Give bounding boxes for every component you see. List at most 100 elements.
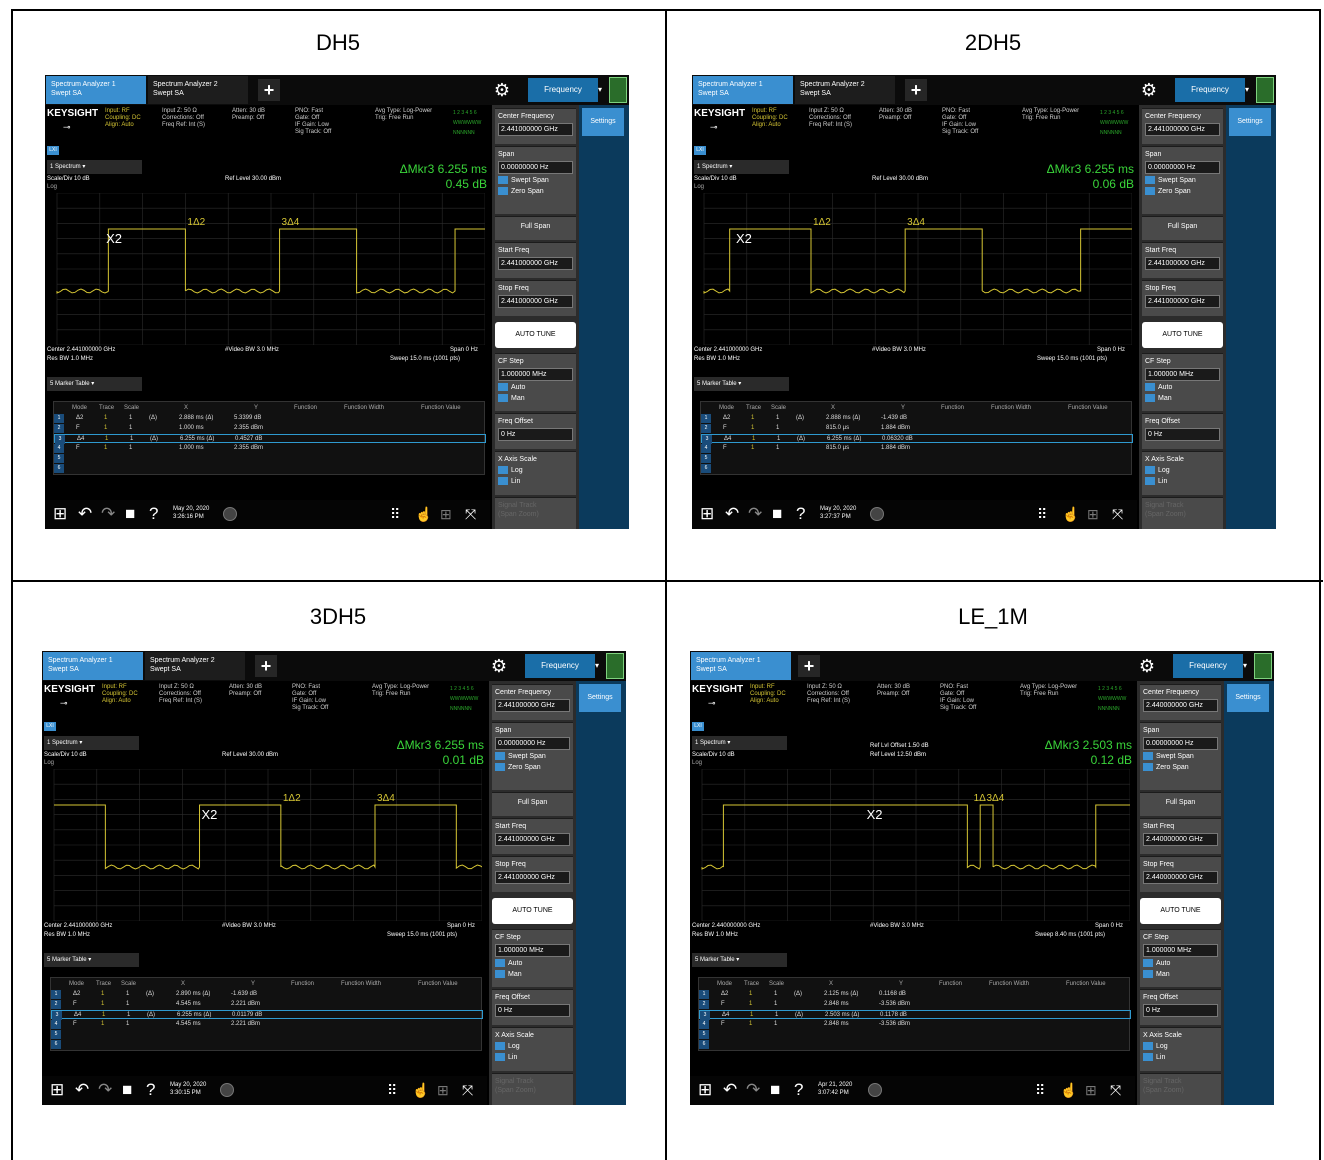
avg-info[interactable]: Avg Type: Log-Power Trig: Free Run bbox=[1020, 684, 1078, 697]
input-z-info[interactable]: Input Z: 50 Ω Corrections: Off Freq Ref:… bbox=[159, 684, 203, 704]
help-icon[interactable]: ? bbox=[146, 1080, 156, 1099]
marker-label[interactable]: X2 bbox=[736, 231, 752, 246]
cf-step-control[interactable]: CF Step 1.000000 MHz Auto Man bbox=[1142, 353, 1223, 411]
full-span-button[interactable]: Full Span bbox=[492, 792, 573, 816]
add-tab-button[interactable]: + bbox=[258, 79, 280, 101]
windows-icon[interactable]: ⊞ bbox=[50, 1080, 65, 1099]
settings-tab[interactable]: Settings bbox=[579, 684, 621, 712]
center-frequency-control[interactable]: Center Frequency 2.441000000 GHz bbox=[495, 108, 576, 144]
record-icon[interactable] bbox=[220, 1083, 234, 1097]
marker-label[interactable]: 3Δ4 bbox=[986, 793, 1004, 804]
trace-status-box[interactable]: 1 2 3 4 5 6 WWWWWW NNNNNN bbox=[1098, 686, 1127, 712]
add-tab-button[interactable]: + bbox=[905, 79, 927, 101]
trace-status-box[interactable]: 1 2 3 4 5 6 WWWWWW NNNNNN bbox=[1100, 110, 1129, 136]
table-row[interactable]: 1 Δ2 1 1 (Δ) 2.125 ms (Δ) 0.1168 dB bbox=[699, 990, 1131, 999]
table-row[interactable]: 4 F 1 1 1.000 ms 2.355 dBm bbox=[54, 444, 486, 453]
tab-spectrum-analyzer-1[interactable]: Spectrum Analyzer 1 Swept SA bbox=[46, 76, 146, 104]
signal-track-control[interactable]: Signal Track (Span Zoom) bbox=[1140, 1073, 1221, 1105]
table-row[interactable]: 5 bbox=[54, 454, 486, 463]
undo-icon[interactable]: ↶ bbox=[78, 504, 93, 523]
table-row[interactable]: 4 F 1 1 815.0 µs 1.884 dBm bbox=[701, 444, 1133, 453]
keypad-icon[interactable]: ⠿ bbox=[1035, 1082, 1046, 1098]
pno-info[interactable]: PNO: Fast Gate: Off IF Gain: Low Sig Tra… bbox=[295, 108, 332, 135]
settings-tab[interactable]: Settings bbox=[1227, 684, 1269, 712]
undo-icon[interactable]: ↶ bbox=[75, 1080, 90, 1099]
stop-freq-control[interactable]: Stop Freq 2.441000000 GHz bbox=[492, 856, 573, 892]
file-icon[interactable]: ■ bbox=[770, 1080, 781, 1099]
span-control[interactable]: Span 0.00000000 Hz Swept Span Zero Span bbox=[1142, 146, 1223, 214]
windows-icon[interactable]: ⊞ bbox=[700, 504, 715, 523]
table-row[interactable]: 5 bbox=[699, 1030, 1131, 1039]
add-tab-button[interactable]: + bbox=[255, 655, 277, 677]
full-span-button[interactable]: Full Span bbox=[1140, 792, 1221, 816]
record-icon[interactable] bbox=[223, 507, 237, 521]
pno-info[interactable]: PNO: Fast Gate: Off IF Gain: Low Sig Tra… bbox=[940, 684, 977, 711]
freq-offset-control[interactable]: Freq Offset 0 Hz bbox=[1140, 989, 1221, 1025]
marker-label[interactable]: 1Δ2 bbox=[187, 217, 205, 228]
atten-info[interactable]: Atten: 30 dB Preamp: Off bbox=[229, 684, 263, 697]
marker-label[interactable]: 1Δ bbox=[974, 793, 987, 804]
atten-info[interactable]: Atten: 30 dB Preamp: Off bbox=[877, 684, 911, 697]
table-row[interactable]: 1 Δ2 1 1 (Δ) 2.890 ms (Δ) -1.639 dB bbox=[51, 990, 483, 999]
trace-plot[interactable]: X2 1Δ 3Δ4 bbox=[690, 769, 1130, 921]
undo-icon[interactable]: ↶ bbox=[723, 1080, 738, 1099]
help-icon[interactable]: ? bbox=[149, 504, 159, 523]
touch-icon[interactable]: ☝ bbox=[1062, 506, 1080, 522]
full-span-button[interactable]: Full Span bbox=[1142, 216, 1223, 240]
trace-plot[interactable]: X2 1Δ2 3Δ4 bbox=[45, 193, 485, 345]
trace-plot[interactable]: X2 1Δ2 3Δ4 bbox=[42, 769, 482, 921]
status-indicator[interactable] bbox=[606, 653, 624, 679]
status-indicator[interactable] bbox=[609, 77, 627, 103]
marker-table-dropdown[interactable]: 5 Marker Table ▾ bbox=[692, 953, 787, 967]
avg-info[interactable]: Avg Type: Log-Power Trig: Free Run bbox=[375, 108, 433, 121]
redo-icon[interactable]: ↷ bbox=[98, 1080, 113, 1099]
touch-icon[interactable]: ☝ bbox=[1060, 1082, 1078, 1098]
file-icon[interactable]: ■ bbox=[772, 504, 783, 523]
table-row[interactable]: 2 F 1 1 815.0 µs 1.884 dBm bbox=[701, 424, 1133, 433]
start-freq-control[interactable]: Start Freq 2.441000000 GHz bbox=[1142, 242, 1223, 278]
marker-table-dropdown[interactable]: 5 Marker Table ▾ bbox=[47, 377, 142, 391]
gear-icon[interactable]: ⚙ bbox=[1140, 80, 1158, 100]
status-indicator[interactable] bbox=[1254, 653, 1272, 679]
pno-info[interactable]: PNO: Fast Gate: Off IF Gain: Low Sig Tra… bbox=[292, 684, 329, 711]
spectrum-window-dropdown[interactable]: 1 Spectrum ▾ bbox=[692, 736, 787, 750]
keypad-icon[interactable]: ⠿ bbox=[390, 506, 401, 522]
marker-label[interactable]: X2 bbox=[867, 807, 883, 822]
frequency-button[interactable]: Frequency bbox=[525, 654, 595, 678]
table-row[interactable]: 3 Δ4 1 1 (Δ) 6.255 ms (Δ) 0.06320 dB bbox=[701, 434, 1133, 444]
freq-offset-control[interactable]: Freq Offset 0 Hz bbox=[492, 989, 573, 1025]
signal-track-control[interactable]: Signal Track (Span Zoom) bbox=[1142, 497, 1223, 529]
gear-icon[interactable]: ⚙ bbox=[1138, 656, 1156, 676]
help-icon[interactable]: ? bbox=[794, 1080, 804, 1099]
touch-icon[interactable]: ☝ bbox=[412, 1082, 430, 1098]
x-axis-scale-control[interactable]: X Axis Scale Log Lin bbox=[1140, 1027, 1221, 1071]
chevron-down-icon[interactable]: ▾ bbox=[1245, 85, 1250, 94]
fullscreen-icon[interactable]: ⤧ bbox=[465, 506, 477, 522]
auto-tune-button[interactable]: AUTO TUNE bbox=[495, 322, 576, 348]
table-row[interactable]: 6 bbox=[51, 1040, 483, 1049]
auto-tune-button[interactable]: AUTO TUNE bbox=[492, 898, 573, 924]
table-row[interactable]: 3 Δ4 1 1 (Δ) 6.255 ms (Δ) 0.01179 dB bbox=[51, 1010, 483, 1020]
redo-icon[interactable]: ↷ bbox=[101, 504, 116, 523]
window-grid-icon[interactable]: ⊞ bbox=[437, 1082, 449, 1098]
table-row[interactable]: 3 Δ4 1 1 (Δ) 6.255 ms (Δ) 0.4527 dB bbox=[54, 434, 486, 444]
cf-step-control[interactable]: CF Step 1.000000 MHz Auto Man bbox=[492, 929, 573, 987]
input-z-info[interactable]: Input Z: 50 Ω Corrections: Off Freq Ref:… bbox=[809, 108, 853, 128]
cf-step-control[interactable]: CF Step 1.000000 MHz Auto Man bbox=[1140, 929, 1221, 987]
windows-icon[interactable]: ⊞ bbox=[698, 1080, 713, 1099]
span-control[interactable]: Span 0.00000000 Hz Swept Span Zero Span bbox=[1140, 722, 1221, 790]
settings-tab[interactable]: Settings bbox=[582, 108, 624, 136]
table-row[interactable]: 5 bbox=[701, 454, 1133, 463]
file-icon[interactable]: ■ bbox=[125, 504, 136, 523]
tab-spectrum-analyzer-2[interactable]: Spectrum Analyzer 2 Swept SA bbox=[145, 652, 245, 680]
pno-info[interactable]: PNO: Fast Gate: Off IF Gain: Low Sig Tra… bbox=[942, 108, 979, 135]
atten-info[interactable]: Atten: 30 dB Preamp: Off bbox=[879, 108, 913, 121]
freq-offset-control[interactable]: Freq Offset 0 Hz bbox=[495, 413, 576, 449]
status-indicator[interactable] bbox=[1256, 77, 1274, 103]
table-row[interactable]: 4 F 1 1 4.545 ms 2.221 dBm bbox=[51, 1020, 483, 1029]
marker-label[interactable]: 1Δ2 bbox=[283, 793, 301, 804]
tab-spectrum-analyzer-2[interactable]: Spectrum Analyzer 2 Swept SA bbox=[795, 76, 895, 104]
input-info[interactable]: Input: RF Coupling: DC Align: Auto bbox=[750, 684, 786, 704]
chevron-down-icon[interactable]: ▾ bbox=[1243, 661, 1248, 670]
cf-step-control[interactable]: CF Step 1.000000 MHz Auto Man bbox=[495, 353, 576, 411]
